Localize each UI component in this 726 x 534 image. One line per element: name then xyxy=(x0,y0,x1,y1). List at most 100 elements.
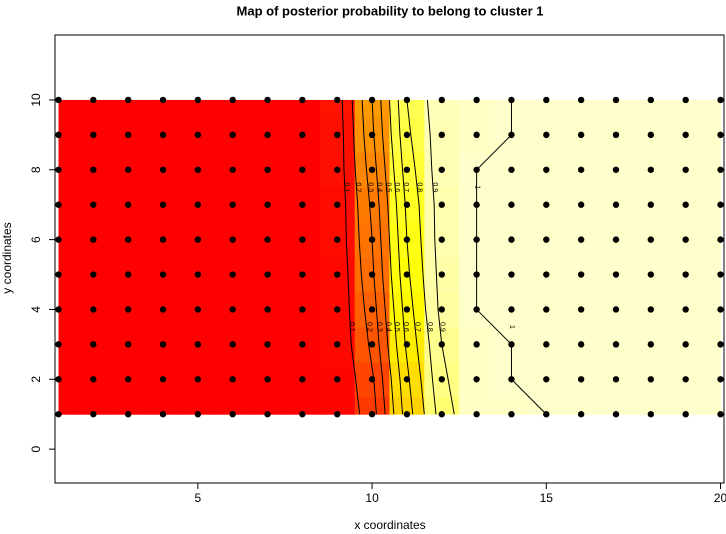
heat-cell xyxy=(145,99,181,118)
grid-point xyxy=(403,411,411,418)
grid-point xyxy=(124,341,132,348)
grid-point xyxy=(577,166,585,173)
grid-point xyxy=(612,411,620,418)
grid-point xyxy=(194,166,202,173)
grid-point xyxy=(55,271,62,278)
grid-point xyxy=(299,271,306,278)
heat-cell xyxy=(703,257,722,293)
grid-point xyxy=(299,131,306,139)
grid-point xyxy=(264,306,271,313)
y-tick-label: 0 xyxy=(29,445,43,452)
contour-label: 0.7 xyxy=(402,182,409,192)
grid-point xyxy=(438,236,445,243)
heat-cell xyxy=(528,99,565,118)
grid-point xyxy=(124,306,132,313)
grid-point xyxy=(717,131,724,139)
grid-point xyxy=(159,96,167,104)
grid-point xyxy=(229,376,236,383)
grid-point xyxy=(403,341,411,348)
heat-cell xyxy=(58,152,77,188)
heat-cell xyxy=(58,222,77,258)
grid-point xyxy=(229,341,236,348)
grid-point xyxy=(717,306,724,313)
y-tick-label: 8 xyxy=(29,166,43,173)
grid-point xyxy=(682,96,689,104)
grid-point xyxy=(647,306,655,313)
grid-point xyxy=(368,131,376,139)
x-tick-label: 10 xyxy=(365,491,379,505)
grid-point xyxy=(438,131,445,139)
contour-label: 1 xyxy=(508,325,515,329)
grid-point xyxy=(403,96,411,104)
grid-point xyxy=(577,306,585,313)
grid-point xyxy=(543,236,550,243)
contour-label: 0.9 xyxy=(438,322,445,332)
grid-point xyxy=(508,166,515,173)
grid-point xyxy=(438,411,445,418)
grid-point xyxy=(194,201,202,208)
contour-line xyxy=(389,99,414,415)
contour-line xyxy=(351,99,377,415)
heat-cell xyxy=(180,99,216,118)
grid-point xyxy=(124,271,132,278)
grid-point xyxy=(368,166,376,173)
grid-point xyxy=(159,411,167,418)
grid-point xyxy=(717,236,724,243)
heat-cell xyxy=(284,99,321,118)
heat-cell xyxy=(598,396,634,415)
grid-point xyxy=(334,236,341,243)
grid-point xyxy=(682,131,689,139)
grid-point xyxy=(90,96,97,104)
grid-point xyxy=(90,131,97,139)
grid-point xyxy=(438,96,445,104)
grid-point xyxy=(403,201,411,208)
grid-point xyxy=(194,306,202,313)
grid-point xyxy=(438,341,445,348)
grid-point xyxy=(194,271,202,278)
heat-cell xyxy=(703,361,722,398)
grid-point xyxy=(508,411,515,418)
heat-cell xyxy=(633,396,669,415)
grid-point xyxy=(194,131,202,139)
grid-point xyxy=(473,376,480,383)
grid-point xyxy=(90,376,97,383)
heat-cell xyxy=(703,396,722,415)
contour-label: 0.3 xyxy=(376,322,383,332)
grid-point xyxy=(647,236,655,243)
contour-label: 0.8 xyxy=(416,182,423,192)
grid-point xyxy=(159,166,167,173)
y-tick-label: 6 xyxy=(29,236,43,243)
y-tick-label: 4 xyxy=(29,306,43,313)
heat-cell xyxy=(215,99,251,118)
grid-point xyxy=(717,166,724,173)
grid-point xyxy=(159,236,167,243)
y-tick-label: 10 xyxy=(29,93,43,107)
grid-point xyxy=(368,236,376,243)
grid-point xyxy=(577,131,585,139)
heat-cell xyxy=(494,396,530,415)
grid-point xyxy=(299,201,306,208)
contour-label: 0.1 xyxy=(342,182,349,192)
grid-point xyxy=(159,306,167,313)
contour-line xyxy=(380,99,404,415)
grid-point xyxy=(717,201,724,208)
grid-point xyxy=(194,236,202,243)
grid-point xyxy=(612,376,620,383)
heat-cell xyxy=(58,361,77,398)
heat-cell xyxy=(424,99,460,118)
heat-cell xyxy=(703,222,722,258)
grid-point xyxy=(124,236,132,243)
grid-point xyxy=(55,376,62,383)
grid-point xyxy=(334,306,341,313)
grid-point xyxy=(159,131,167,139)
grid-point xyxy=(612,306,620,313)
y-tick-label: 2 xyxy=(29,376,43,383)
grid-point xyxy=(473,411,480,418)
heat-cell xyxy=(215,396,251,415)
contour-label: 0.2 xyxy=(354,182,361,192)
heat-cell xyxy=(389,396,425,415)
grid-point xyxy=(438,376,445,383)
grid-point xyxy=(647,96,655,104)
x-tick-label: 15 xyxy=(540,491,554,505)
grid-point xyxy=(612,341,620,348)
